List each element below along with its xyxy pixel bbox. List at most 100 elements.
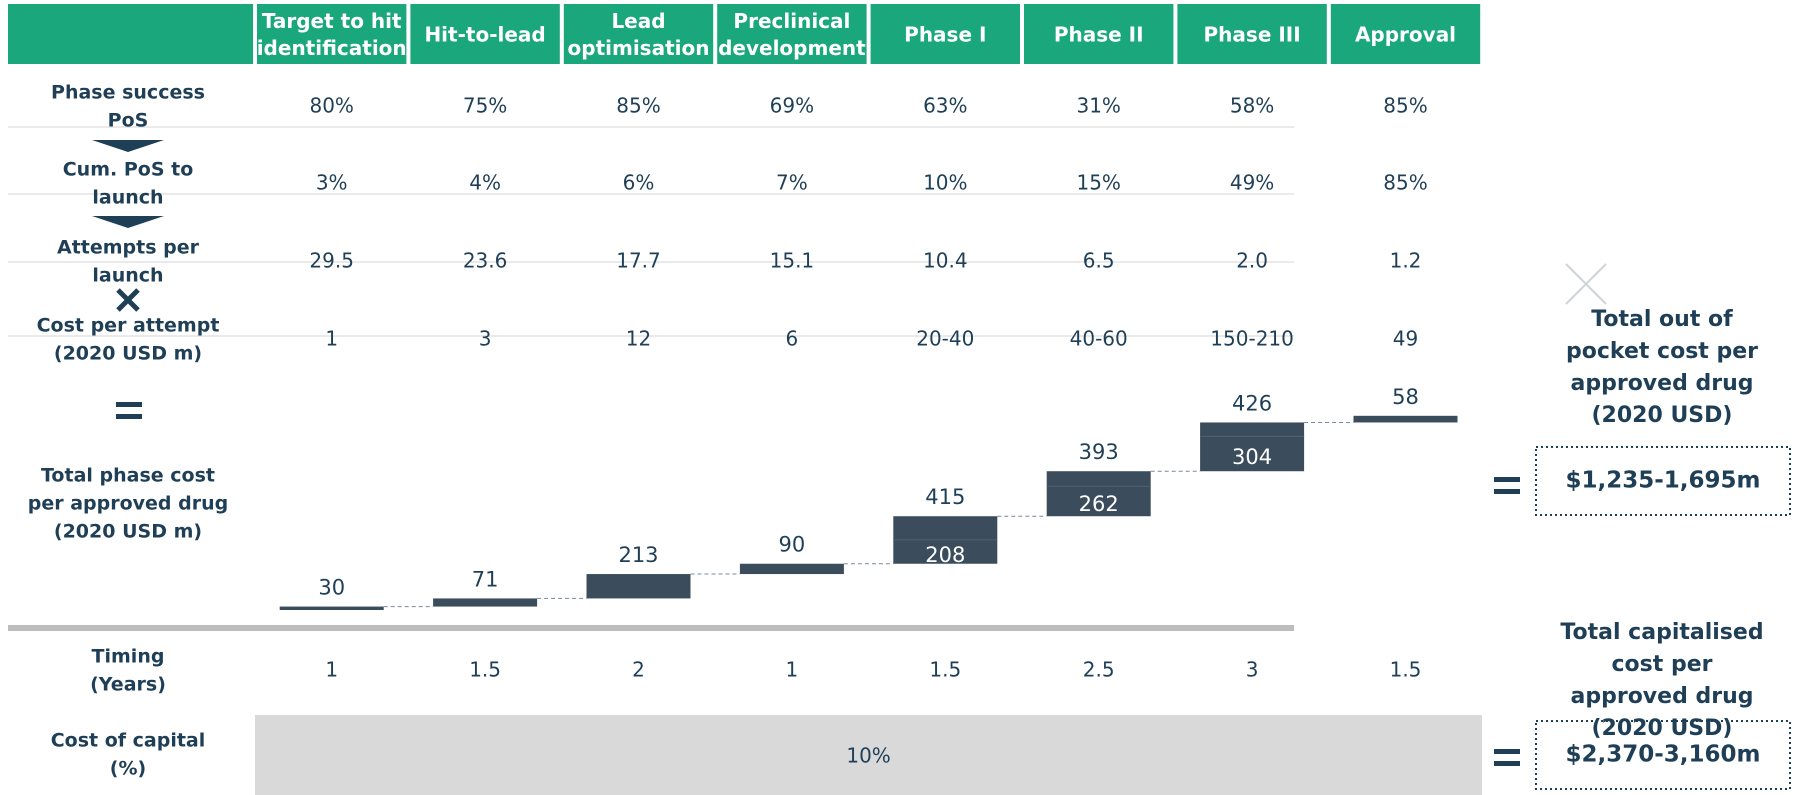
cell: 29.5 [309, 249, 354, 273]
header-label: optimisation [568, 36, 710, 60]
cell: 23.6 [463, 249, 508, 273]
cell: 3 [1246, 658, 1259, 682]
bar [739, 563, 844, 575]
row-label: Cost of capital [51, 730, 206, 752]
row-label: Phase success [51, 82, 205, 104]
cell: 20-40 [916, 327, 974, 351]
cell: 15% [1076, 171, 1120, 195]
header-bar [8, 4, 253, 64]
total-label: (2020 USD) [1592, 403, 1733, 428]
row-label: (2020 USD m) [54, 343, 202, 365]
cell: 2 [632, 658, 645, 682]
header-label: Phase I [904, 23, 986, 47]
row-label: launch [92, 187, 163, 209]
header-label: Phase III [1204, 23, 1301, 47]
bar [586, 574, 691, 599]
bar [1200, 422, 1305, 472]
cell: 15.1 [770, 249, 815, 273]
row-label: PoS [108, 110, 149, 132]
header-label: identification [257, 36, 407, 60]
cell: 2.5 [1083, 658, 1115, 682]
total-boxes [1535, 446, 1791, 790]
bar-label: 71 [472, 567, 499, 591]
cell: 1.5 [929, 658, 961, 682]
cell: 6.5 [1083, 249, 1115, 273]
capital-band [255, 715, 1482, 795]
bar-label: 90 [779, 533, 806, 557]
cell: 150-210 [1210, 327, 1294, 351]
row-label: (%) [110, 758, 146, 780]
header-label: Lead [611, 9, 665, 33]
bar [433, 598, 538, 607]
cell: 6 [786, 327, 799, 351]
cell: 49% [1230, 171, 1274, 195]
header-label: development [718, 36, 866, 60]
cell: 3 [479, 327, 492, 351]
row-label: Attempts per [57, 237, 200, 259]
bar-label: 393 [1079, 440, 1119, 464]
bar-label: 426 [1232, 391, 1272, 415]
row-label: Cost per attempt [37, 315, 220, 337]
cell: 75% [463, 94, 507, 118]
bar-label-low: 304 [1232, 445, 1272, 469]
total-value: $1,235-1,695m [1565, 468, 1760, 494]
cell: 10% [923, 171, 967, 195]
bar [279, 606, 384, 610]
cell: 7% [776, 171, 808, 195]
cell: 10.4 [923, 249, 968, 273]
total-label: Total capitalised [1560, 620, 1763, 645]
bar [1046, 471, 1151, 517]
header-label: Hit-to-lead [424, 23, 545, 47]
cell: 1.5 [469, 658, 501, 682]
cell: 85% [1383, 94, 1427, 118]
header-label: Approval [1355, 23, 1456, 47]
header-cell [257, 4, 407, 64]
total-label: approved drug [1571, 684, 1754, 709]
bar-label: 415 [925, 485, 965, 509]
header-cell [1330, 4, 1481, 64]
header-cell [717, 4, 867, 64]
cell: 85% [1383, 171, 1427, 195]
cell: 1 [325, 327, 338, 351]
total-label: approved drug [1571, 371, 1754, 396]
header-cell [1177, 4, 1327, 64]
cell: 1 [786, 658, 799, 682]
header-cell [1024, 4, 1174, 64]
total-label: pocket cost per [1566, 339, 1758, 364]
cell: 17.7 [616, 249, 661, 273]
cell: 3% [316, 171, 348, 195]
total-label: (2020 USD) [1592, 716, 1733, 741]
cell: 85% [616, 94, 660, 118]
cell: 10% [846, 744, 890, 768]
cell: 1.2 [1390, 249, 1422, 273]
cell: 4% [469, 171, 501, 195]
cell: 1 [325, 658, 338, 682]
row-label: Total phase cost [41, 465, 215, 487]
header-label: Preclinical [733, 9, 850, 33]
cell: 6% [623, 171, 655, 195]
bar-label: 58 [1392, 385, 1419, 409]
bar-label: 30 [318, 576, 345, 600]
bar-label: 213 [618, 543, 658, 567]
cell: 80% [309, 94, 353, 118]
header-label: Phase II [1054, 23, 1144, 47]
header-cell [410, 4, 560, 64]
row-label: (Years) [90, 674, 166, 696]
bar [1353, 415, 1458, 423]
header-cell [563, 4, 714, 64]
cell: 58% [1230, 94, 1274, 118]
cell: 1.5 [1390, 658, 1422, 682]
row-separators [8, 126, 1294, 337]
bar-label-low: 208 [925, 543, 965, 567]
row-label: per approved drug [28, 493, 229, 515]
cell: 40-60 [1070, 327, 1128, 351]
row-label: Timing [92, 646, 165, 668]
cell: 31% [1076, 94, 1120, 118]
total-label: Total out of [1591, 307, 1733, 332]
icons [92, 140, 1607, 766]
cell: 63% [923, 94, 967, 118]
header-cell [870, 4, 1020, 64]
cell: 49 [1393, 327, 1418, 351]
row-label: Cum. PoS to [63, 159, 194, 181]
